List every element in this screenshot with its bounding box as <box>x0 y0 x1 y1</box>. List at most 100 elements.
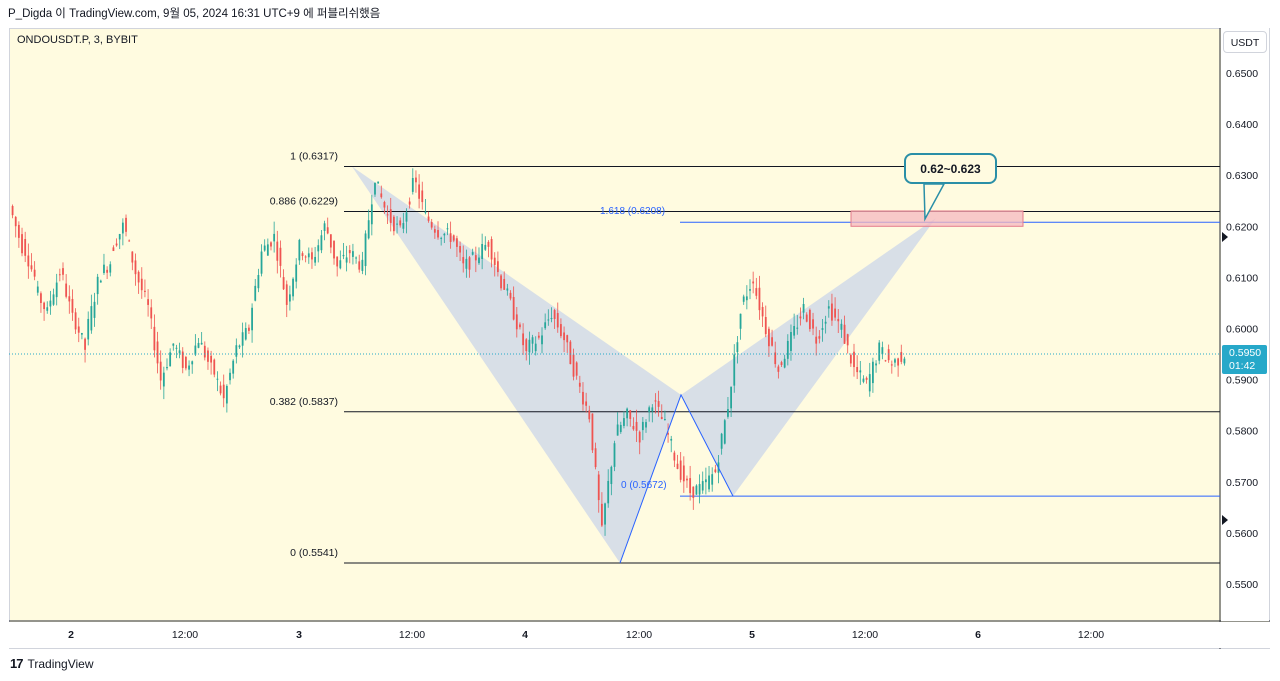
time-tick-label: 5 <box>749 629 755 641</box>
candle-body <box>572 354 575 377</box>
candle-body <box>780 362 783 366</box>
candle-body <box>777 366 780 372</box>
candle-body <box>635 421 638 431</box>
target-callout[interactable]: 0.62~0.623 <box>904 153 997 184</box>
candle-body <box>128 240 131 242</box>
candle-body <box>648 407 651 413</box>
candle-body <box>200 342 203 345</box>
price-tick-label: 0.5700 <box>1226 477 1258 489</box>
candle-body <box>191 361 194 365</box>
candle-body <box>348 250 351 254</box>
candle-body <box>686 478 688 481</box>
candle-body <box>474 255 477 261</box>
candle-body <box>569 341 572 365</box>
candle-body <box>443 233 446 236</box>
chart-canvas[interactable]: 0.6500 0.6400 0.6300 0.6200 0.6100 0.6000 0.59… <box>9 28 1270 649</box>
candle-body <box>865 377 868 380</box>
candle-body <box>43 302 45 310</box>
candle-body <box>638 431 641 443</box>
candle-body <box>144 290 146 292</box>
candle-body <box>556 313 559 328</box>
fib-level-label: 0.886 (0.6229) <box>270 195 338 207</box>
candle-body <box>701 481 704 491</box>
candle-body <box>519 324 521 328</box>
candle-body <box>805 314 808 322</box>
candle-body <box>796 327 799 329</box>
fib-level-label: 1 (0.6317) <box>290 151 338 163</box>
candle-body <box>764 316 767 335</box>
candle-body <box>831 303 833 321</box>
candle-body <box>137 271 140 283</box>
candle-body <box>468 257 471 270</box>
candle-body <box>232 360 235 374</box>
candle-body <box>645 422 647 428</box>
currency-button[interactable]: USDT <box>1223 31 1267 53</box>
candle-body <box>500 275 502 289</box>
candle-body <box>682 465 685 482</box>
candle-body <box>818 336 821 339</box>
candle-body <box>103 264 105 273</box>
candle-body <box>619 424 622 432</box>
candle-body <box>377 181 380 184</box>
candle-body <box>739 313 742 329</box>
candle-body <box>427 216 430 221</box>
candle-body <box>755 288 758 296</box>
candle-body <box>632 426 635 430</box>
candle-body <box>711 474 714 485</box>
tradingview-brand: TradingView <box>27 656 94 671</box>
candle-body <box>657 401 660 407</box>
candle-body <box>153 326 156 351</box>
candle-body <box>118 233 121 240</box>
candle-body <box>131 251 134 263</box>
candle-body <box>897 358 900 366</box>
candle-body <box>758 287 761 311</box>
candle-body <box>641 421 644 431</box>
price-axis-pane <box>1221 28 1269 621</box>
candle-body <box>884 360 887 362</box>
current-price-tag: 0.5950 01:42 <box>1222 345 1267 374</box>
candle-body <box>452 235 455 241</box>
candle-body <box>121 222 124 234</box>
candle-body <box>77 326 80 333</box>
candle-body <box>159 361 162 381</box>
candle-body <box>698 484 701 495</box>
candle-body <box>872 361 874 384</box>
candle-body <box>266 244 269 256</box>
candle-body <box>541 335 543 345</box>
candle-body <box>27 255 30 267</box>
candle-body <box>93 301 96 318</box>
candle-body <box>345 257 348 263</box>
candle-body <box>386 214 389 216</box>
candle-body <box>853 351 855 368</box>
candle-body <box>244 328 247 340</box>
candle-body <box>175 347 178 349</box>
candle-body <box>339 260 342 269</box>
price-tick-label: 0.5500 <box>1226 579 1258 591</box>
candle-body <box>733 354 736 386</box>
candle-body <box>367 220 370 239</box>
publish-header: P_Digda 이 TradingView.com, 9월 05, 2024 1… <box>8 8 381 20</box>
candle-body <box>58 274 61 276</box>
candle-body <box>87 318 90 340</box>
candle-body <box>433 229 436 233</box>
fib-level-label: 0 (0.5541) <box>290 547 338 559</box>
candle-body <box>437 230 439 238</box>
tradingview-logo[interactable]: 17 TradingView <box>10 656 94 671</box>
time-tick-label: 2 <box>68 629 74 641</box>
price-tick-label: 0.5900 <box>1226 375 1258 387</box>
candle-body <box>65 283 68 297</box>
candle-body <box>821 328 824 330</box>
price-tick-label: 0.6000 <box>1226 324 1258 336</box>
candle-body <box>604 503 606 525</box>
candle-body <box>424 211 427 213</box>
candle-body <box>21 234 23 254</box>
candle-body <box>903 358 906 364</box>
candle-body <box>588 410 591 420</box>
candle-body <box>213 359 216 375</box>
candle-body <box>55 282 58 298</box>
bar-countdown: 01:42 <box>1229 360 1256 372</box>
candle-body <box>827 306 830 309</box>
candle-body <box>837 318 840 322</box>
candle-body <box>522 333 525 346</box>
candle-body <box>150 307 153 319</box>
